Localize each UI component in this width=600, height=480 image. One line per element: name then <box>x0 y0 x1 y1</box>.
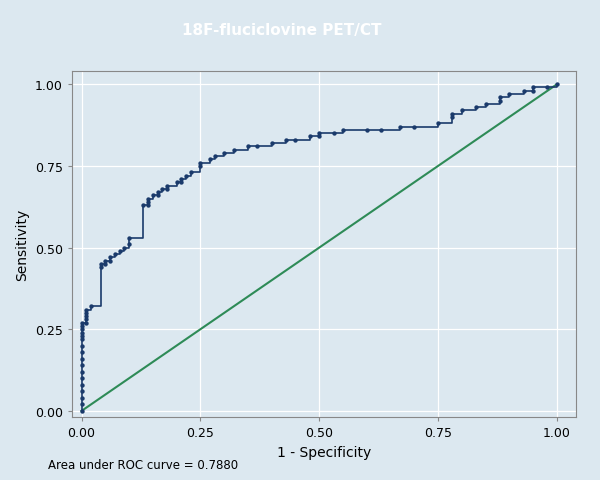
Point <box>205 156 215 164</box>
Point <box>143 195 153 203</box>
Point <box>314 130 324 138</box>
Point <box>77 381 86 389</box>
Point <box>77 329 86 336</box>
Point <box>395 123 405 131</box>
Point <box>143 199 153 206</box>
Point <box>82 310 91 317</box>
Point <box>162 186 172 193</box>
Point <box>77 348 86 356</box>
Point <box>448 114 457 121</box>
Point <box>305 133 314 141</box>
Point <box>290 137 300 144</box>
Point <box>115 248 124 255</box>
Point <box>77 332 86 340</box>
Point <box>472 104 481 112</box>
Point <box>100 257 110 265</box>
Point <box>338 127 348 134</box>
Text: Area under ROC curve = 0.7880: Area under ROC curve = 0.7880 <box>48 458 238 471</box>
Point <box>158 186 167 193</box>
Point <box>267 140 277 147</box>
Point <box>542 84 552 92</box>
Point <box>143 202 153 209</box>
Point <box>119 244 129 252</box>
Point <box>77 394 86 402</box>
Point <box>376 127 386 134</box>
Point <box>124 241 134 249</box>
Point <box>77 323 86 330</box>
Point <box>162 182 172 190</box>
Text: 18F-fluciclovine PET/CT: 18F-fluciclovine PET/CT <box>182 23 382 38</box>
Point <box>153 192 163 200</box>
Point <box>100 261 110 268</box>
Point <box>82 319 91 327</box>
Point <box>529 84 538 92</box>
Point <box>243 143 253 151</box>
Point <box>314 133 324 141</box>
Point <box>77 374 86 382</box>
Point <box>105 254 115 262</box>
Point <box>82 312 91 320</box>
Point <box>77 342 86 350</box>
Point <box>172 179 181 187</box>
Point <box>153 189 163 196</box>
Point <box>196 159 205 167</box>
Point <box>77 368 86 376</box>
Point <box>77 319 86 327</box>
Point <box>229 146 238 154</box>
Point <box>529 88 538 96</box>
Point <box>105 257 115 265</box>
Point <box>481 101 490 108</box>
Point <box>196 163 205 170</box>
Point <box>96 264 106 272</box>
Point <box>77 388 86 396</box>
Point <box>186 169 196 177</box>
Point <box>77 361 86 369</box>
Point <box>176 176 186 183</box>
Point <box>220 150 229 157</box>
Point <box>96 261 106 268</box>
Point <box>281 137 291 144</box>
Point <box>181 172 191 180</box>
Point <box>110 251 119 258</box>
Point <box>495 94 505 102</box>
Point <box>77 401 86 408</box>
Point <box>82 306 91 314</box>
Point <box>433 120 443 128</box>
Point <box>176 179 186 187</box>
Point <box>329 130 338 138</box>
Point <box>77 407 86 415</box>
Point <box>495 97 505 105</box>
Point <box>448 110 457 118</box>
Point <box>139 202 148 209</box>
Point <box>210 153 220 161</box>
Point <box>124 234 134 242</box>
Point <box>552 81 562 89</box>
Point <box>77 336 86 343</box>
X-axis label: 1 - Specificity: 1 - Specificity <box>277 445 371 459</box>
Point <box>505 91 514 99</box>
Point <box>457 108 467 115</box>
Point <box>519 88 529 96</box>
Point <box>77 355 86 363</box>
Point <box>362 127 371 134</box>
Point <box>77 326 86 334</box>
Point <box>410 123 419 131</box>
Point <box>82 316 91 324</box>
Point <box>253 143 262 151</box>
Point <box>86 303 96 311</box>
Point <box>148 192 158 200</box>
Y-axis label: Sensitivity: Sensitivity <box>16 209 29 281</box>
